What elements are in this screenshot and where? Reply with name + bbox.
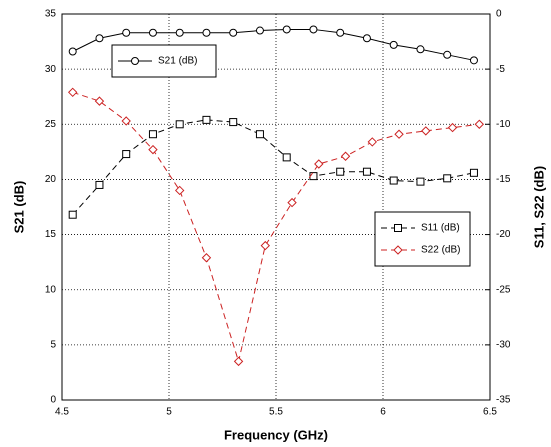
marker — [233, 356, 244, 367]
marker — [314, 159, 324, 169]
y2-tick-label: -25 — [496, 284, 511, 295]
marker — [260, 240, 271, 251]
marker — [94, 96, 105, 106]
y-tick-label: 35 — [45, 9, 57, 20]
marker — [95, 34, 104, 43]
x-axis-title: Frequency (GHz) — [224, 427, 328, 442]
x-tick-label: 4.5 — [55, 407, 69, 418]
legend-marker — [394, 224, 402, 232]
y2-tick-label: -10 — [496, 119, 511, 130]
marker — [175, 120, 184, 129]
marker — [255, 26, 264, 35]
marker — [394, 129, 404, 139]
marker — [443, 174, 452, 183]
marker — [121, 116, 131, 126]
marker — [447, 122, 458, 133]
marker — [122, 28, 131, 37]
marker — [67, 87, 78, 98]
y2-axis-title: S11, S22 (dB) — [531, 166, 546, 248]
marker — [201, 253, 212, 263]
marker — [469, 56, 478, 65]
x-tick-label: 5.5 — [269, 407, 283, 418]
y-tick-label: 25 — [45, 119, 57, 130]
marker — [122, 150, 131, 159]
marker — [443, 50, 452, 59]
legend-label: S11 (dB) — [421, 223, 460, 234]
marker — [421, 126, 431, 136]
marker — [174, 185, 185, 196]
marker — [389, 40, 398, 49]
marker — [282, 25, 291, 34]
legend-box — [374, 211, 471, 267]
y2-tick-label: -15 — [496, 174, 511, 185]
marker — [68, 47, 77, 56]
y-tick-label: 5 — [50, 339, 56, 350]
marker — [309, 25, 318, 34]
series-line — [72, 91, 480, 364]
y2-tick-label: -30 — [496, 339, 511, 350]
marker — [148, 144, 158, 155]
x-tick-label: 6.5 — [483, 407, 497, 418]
y-tick-label: 10 — [45, 284, 57, 295]
marker — [474, 119, 485, 129]
marker — [336, 28, 345, 37]
marker — [362, 167, 371, 176]
marker — [416, 45, 425, 54]
marker — [175, 28, 184, 37]
marker — [202, 28, 211, 37]
marker — [202, 115, 211, 124]
marker — [148, 28, 157, 37]
y2-tick-label: -35 — [496, 395, 511, 406]
plot-frame — [61, 13, 491, 401]
marker — [416, 177, 425, 186]
marker — [389, 176, 398, 185]
marker — [287, 197, 297, 208]
x-tick-label: 5 — [166, 407, 172, 418]
marker — [469, 168, 478, 177]
marker — [68, 210, 77, 219]
series-line — [72, 28, 475, 61]
y2-tick-label: -20 — [496, 229, 511, 240]
y-tick-label: 15 — [45, 229, 57, 240]
y-tick-label: 20 — [45, 174, 57, 185]
legend-label: S21 (dB) — [158, 56, 197, 67]
marker — [229, 118, 238, 127]
legend-label: S22 (dB) — [421, 245, 460, 256]
y-axis-title: S21 (dB) — [11, 181, 26, 234]
marker — [95, 180, 104, 189]
series-line — [72, 119, 475, 216]
marker — [148, 130, 157, 139]
y-tick-label: 0 — [50, 395, 56, 406]
marker — [336, 167, 345, 176]
y-tick-label: 30 — [45, 64, 57, 75]
legend-marker — [131, 57, 139, 65]
y2-tick-label: -5 — [496, 64, 505, 75]
marker — [282, 153, 291, 162]
marker — [229, 28, 238, 37]
x-tick-label: 6 — [380, 407, 386, 418]
marker — [367, 137, 378, 147]
y2-tick-label: 0 — [496, 9, 502, 20]
legend-marker — [393, 245, 403, 255]
marker — [362, 34, 371, 43]
marker — [255, 130, 264, 139]
marker — [340, 151, 351, 161]
